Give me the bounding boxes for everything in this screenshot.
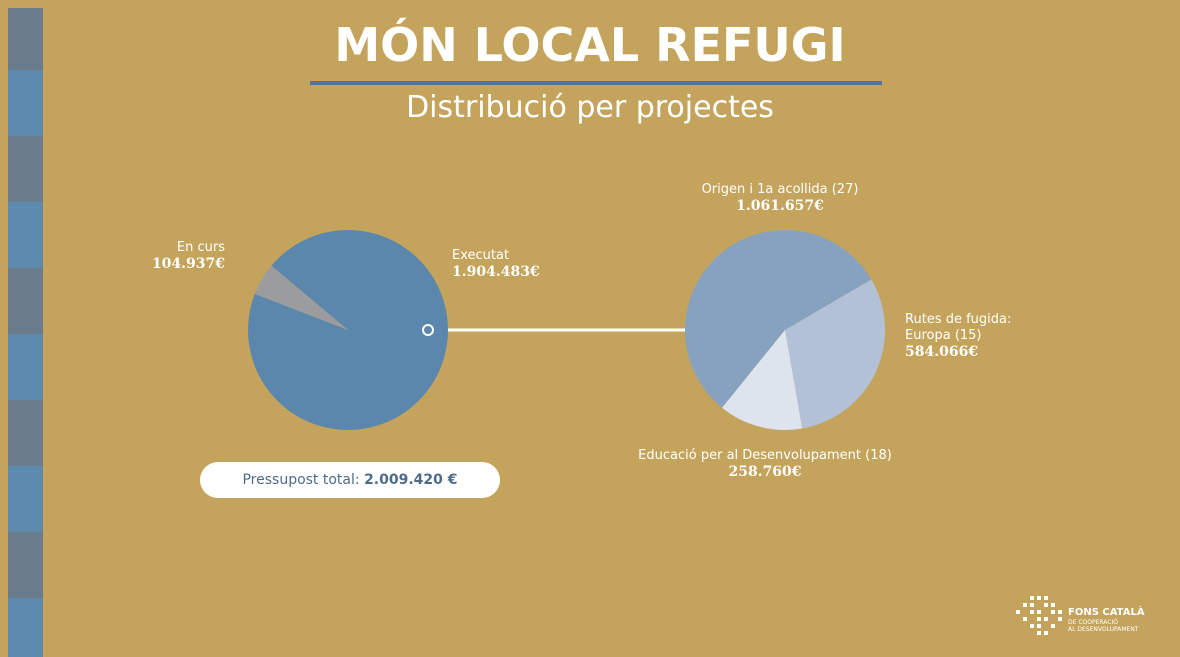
logo-dots	[1016, 596, 1062, 635]
slice-name: Educació per al Desenvolupament (18)	[638, 448, 892, 463]
slice-label: Origen i 1a acollida (27) 1.061.657€	[680, 182, 880, 214]
slice-name: Executat	[452, 248, 510, 263]
slice-name: Rutes de fugida: Europa (15)	[905, 312, 1012, 343]
slice-value: 104.937€	[151, 256, 225, 272]
logo: FONS CATALÀ DE COOPERACIÓ AL DESENVOLUPA…	[1068, 600, 1145, 633]
slice-label: Educació per al Desenvolupament (18) 258.…	[600, 448, 930, 480]
logo-line: AL DESENVOLUPAMENT	[1068, 626, 1139, 633]
slice-label: Executat 1.904.483€	[452, 248, 540, 280]
total-pill: Pressupost total: 2.009.420 €	[200, 462, 500, 498]
slice-name: Origen i 1a acollida (27)	[701, 182, 859, 197]
connector-dot	[422, 324, 434, 336]
pie-slice	[254, 265, 348, 330]
slice-value: 584.066€	[905, 344, 979, 360]
total-value: 2.009.420 €	[364, 472, 458, 488]
logo-name: FONS CATALÀ	[1068, 607, 1145, 618]
side-stripe	[8, 8, 43, 657]
slice-value: 258.760€	[728, 464, 802, 480]
slice-value: 1.061.657€	[736, 198, 824, 214]
pie-slice	[247, 230, 448, 431]
total-label: Pressupost total:	[242, 472, 360, 488]
pie-slice	[722, 330, 803, 430]
title: MÓN LOCAL REFUGI	[334, 18, 846, 72]
slice-name: En curs	[176, 240, 225, 255]
slice-label: En curs 104.937€	[125, 240, 225, 272]
pie-slice	[785, 279, 885, 429]
logo-line: DE COOPERACIÓ	[1068, 619, 1118, 626]
slice-label: Rutes de fugida: Europa (15) 584.066€	[905, 312, 1015, 360]
pies	[247, 230, 885, 431]
slice-value: 1.904.483€	[452, 264, 540, 280]
pie-slice	[684, 230, 872, 408]
subtitle: Distribució per projectes	[406, 90, 774, 125]
